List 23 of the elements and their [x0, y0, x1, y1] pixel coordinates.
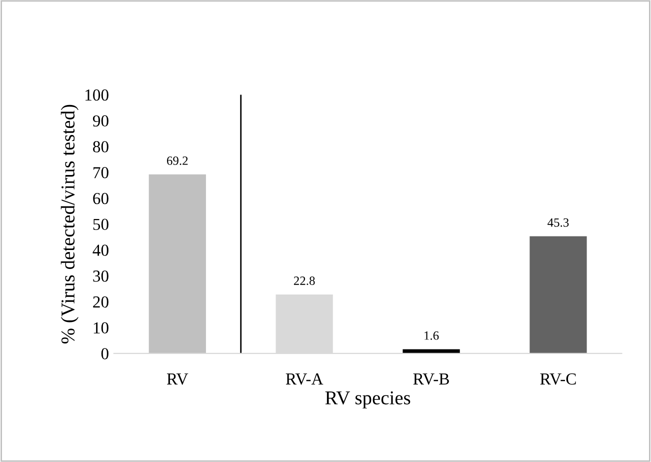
y-tick-label: 10 — [94, 322, 108, 334]
y-tick-label: 90 — [92, 115, 108, 127]
y-axis-title: % (Virus detected/virus tested) — [60, 104, 79, 344]
data-label: 22.8 — [294, 276, 315, 286]
data-label: 1.6 — [424, 331, 439, 340]
data-label: 45.3 — [548, 218, 569, 227]
y-tick-label: 0 — [101, 348, 108, 360]
y-tick-label: 20 — [93, 296, 108, 308]
y-tick-label: 70 — [93, 167, 108, 178]
x-tick-label: RV-B — [413, 374, 449, 385]
data-label: 69.2 — [166, 156, 188, 165]
y-tick-label: 50 — [93, 218, 108, 230]
x-tick-label: RV-A — [286, 373, 324, 385]
y-tick-label: 80 — [93, 141, 108, 152]
x-tick-label: RV — [166, 374, 188, 385]
x-tick-label: RV-C — [540, 373, 576, 385]
x-axis-title: RV species — [325, 391, 410, 408]
y-tick-label: 30 — [93, 270, 108, 282]
bar — [148, 174, 206, 354]
y-tick-label: 40 — [92, 244, 108, 256]
bar — [530, 236, 587, 354]
y-tick-label: 60 — [93, 192, 108, 204]
y-tick-label: 100 — [86, 89, 108, 101]
